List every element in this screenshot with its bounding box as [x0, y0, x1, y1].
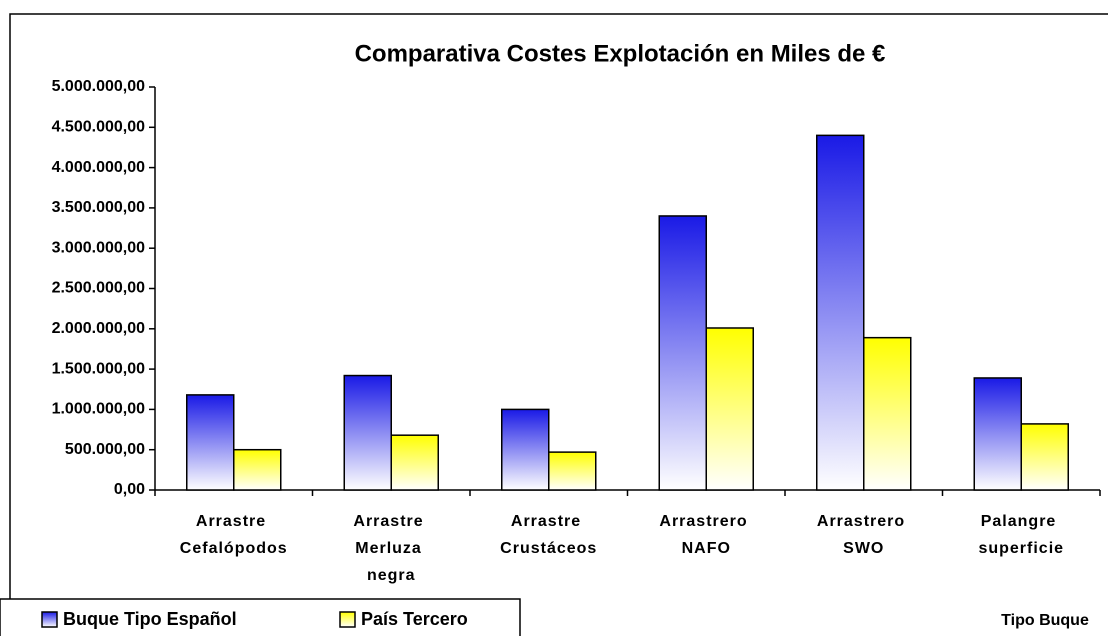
y-tick-label: 3.500.000,00 — [52, 199, 146, 216]
y-tick-label: 2.000.000,00 — [52, 320, 146, 337]
bar — [705, 327, 754, 491]
x-tick-label: Palangre superficie — [978, 513, 1064, 557]
bar — [973, 377, 1022, 491]
chart-title: Comparativa Costes Explotación en Miles … — [355, 40, 886, 67]
x-tick-label: Arrastrero NAFO — [659, 513, 753, 557]
y-tick-label: 1.500.000,00 — [52, 360, 146, 377]
bar — [1020, 423, 1069, 491]
y-tick-label: 4.000.000,00 — [52, 159, 146, 176]
x-tick-label: Arrastre Crustáceos — [500, 513, 597, 557]
bar — [658, 215, 707, 491]
x-axis-title: Tipo Buque — [1001, 612, 1089, 629]
y-tick-label: 0,00 — [114, 481, 145, 498]
y-tick-label: 500.000,00 — [65, 441, 145, 458]
legend-swatch — [41, 611, 58, 628]
legend-box — [0, 598, 521, 636]
bar — [501, 408, 550, 491]
x-tick-label: Arrastre Merluza negra — [353, 513, 429, 584]
bar — [343, 374, 392, 491]
y-tick-label: 3.000.000,00 — [52, 239, 146, 256]
legend-label: País Tercero — [361, 609, 468, 629]
x-tick-label: Arrastrero SWO — [817, 513, 911, 557]
x-tick-label: Arrastre Cefalópodos — [180, 513, 288, 557]
bar — [390, 434, 439, 491]
bar — [816, 134, 865, 491]
y-tick-label: 1.000.000,00 — [52, 401, 146, 418]
y-tick-label: 2.500.000,00 — [52, 280, 146, 297]
y-tick-label: 4.500.000,00 — [52, 119, 146, 136]
legend-label: Buque Tipo Español — [63, 609, 237, 629]
bar — [863, 336, 912, 491]
bar — [548, 451, 597, 491]
bar — [233, 448, 282, 491]
legend-swatch — [339, 611, 356, 628]
chart-frame — [9, 13, 1108, 636]
bar — [186, 394, 235, 491]
y-tick-label: 5.000.000,00 — [52, 78, 146, 95]
